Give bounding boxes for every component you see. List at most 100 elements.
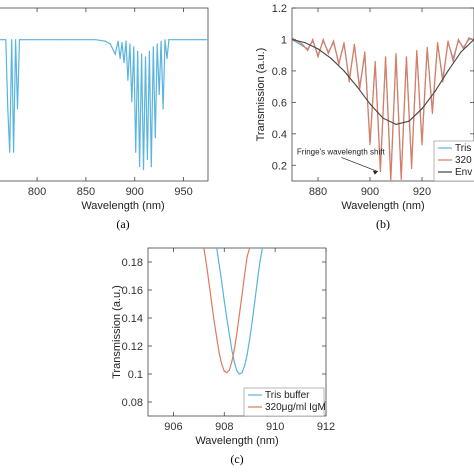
data-point <box>218 352 220 354</box>
data-point <box>395 123 397 125</box>
annotation-text: Fringe's wavelength shift <box>297 147 386 156</box>
data-point <box>395 53 397 55</box>
y-tick-label: 0.2 <box>272 160 287 172</box>
data-point <box>447 70 449 72</box>
data-point <box>246 255 248 257</box>
data-point <box>216 248 218 249</box>
data-point <box>246 353 248 355</box>
data-point <box>400 178 402 180</box>
data-point <box>7 108 9 110</box>
y-tick-label: 0.16 <box>122 285 143 297</box>
data-point <box>390 180 392 181</box>
data-point <box>379 171 381 173</box>
data-point <box>26 39 28 41</box>
y-tick-label: 1 <box>281 34 287 46</box>
data-point <box>249 248 251 249</box>
data-point <box>364 51 366 53</box>
y-tick-label: 0.6 <box>272 97 287 109</box>
x-tick-label: 920 <box>413 186 431 198</box>
data-point <box>231 360 233 362</box>
data-point <box>333 40 335 42</box>
data-point <box>416 49 418 52</box>
data-point <box>144 56 147 58</box>
data-point <box>411 167 413 169</box>
panel-label: (b) <box>376 217 390 231</box>
x-tick-label: 880 <box>309 186 327 198</box>
data-point <box>162 108 164 110</box>
annotation-arrow <box>341 157 378 172</box>
data-point <box>137 50 139 52</box>
series-group-3 <box>203 248 263 375</box>
data-point <box>36 39 38 41</box>
data-point <box>123 62 125 64</box>
data-point <box>173 39 175 41</box>
data-point <box>158 93 160 96</box>
data-point <box>221 281 223 283</box>
data-point <box>382 117 384 119</box>
y-axis-label: Transmission (a.u.) <box>111 285 123 379</box>
data-point <box>223 370 225 372</box>
data-point <box>114 53 116 55</box>
data-point <box>119 57 121 60</box>
x-axis-label: Wavelength (nm) <box>195 435 278 447</box>
data-point <box>434 90 436 92</box>
data-point <box>437 42 439 44</box>
data-point <box>228 334 230 336</box>
data-point <box>254 300 256 302</box>
legend-label: 320 <box>455 155 472 166</box>
data-point <box>457 38 459 41</box>
x-tick-label: 900 <box>126 186 144 198</box>
data-point <box>226 317 228 319</box>
data-point <box>251 320 253 322</box>
data-point <box>127 79 129 81</box>
data-point <box>256 281 258 283</box>
data-point <box>221 363 223 365</box>
data-point <box>233 362 236 364</box>
data-point <box>259 261 261 263</box>
x-tick-label: 800 <box>28 186 46 198</box>
data-point <box>109 43 111 45</box>
data-point <box>421 144 423 146</box>
data-point <box>408 120 410 122</box>
legend-label: Tris buffer <box>265 390 310 401</box>
legend-label: 320μg/ml IgM <box>265 402 326 413</box>
data-point <box>9 151 11 153</box>
data-point <box>385 56 387 58</box>
data-point <box>452 60 454 63</box>
data-point <box>154 137 156 139</box>
data-point <box>223 300 225 302</box>
data-point <box>307 49 309 52</box>
data-point <box>95 39 97 41</box>
data-point <box>231 349 233 351</box>
data-point <box>202 39 204 41</box>
panel-label: (a) <box>116 217 129 231</box>
data-point <box>374 60 376 63</box>
data-point <box>148 50 150 52</box>
data-point <box>133 46 135 48</box>
data-point <box>426 46 428 48</box>
data-point <box>183 39 185 41</box>
data-point <box>244 274 246 276</box>
annotation-arrowhead <box>372 170 378 175</box>
plot-area-1 <box>0 7 209 182</box>
data-point <box>238 373 241 375</box>
legend-label: Tris <box>455 143 471 154</box>
data-point <box>249 338 251 340</box>
data-point <box>236 331 238 333</box>
data-point <box>292 37 293 39</box>
y-tick-label: 0.1 <box>128 369 143 381</box>
data-point <box>218 264 220 266</box>
data-point <box>241 293 243 295</box>
data-point <box>5 39 7 41</box>
data-point <box>146 158 148 160</box>
x-tick-label: 910 <box>266 421 284 433</box>
data-point <box>168 39 170 41</box>
data-point <box>431 112 433 114</box>
panel-label: (c) <box>230 452 243 466</box>
data-point <box>139 166 141 168</box>
x-tick-label: 908 <box>215 421 233 433</box>
y-tick-label: 0.8 <box>272 66 287 78</box>
data-point <box>369 144 371 146</box>
data-point <box>460 51 462 53</box>
data-point <box>117 40 119 42</box>
